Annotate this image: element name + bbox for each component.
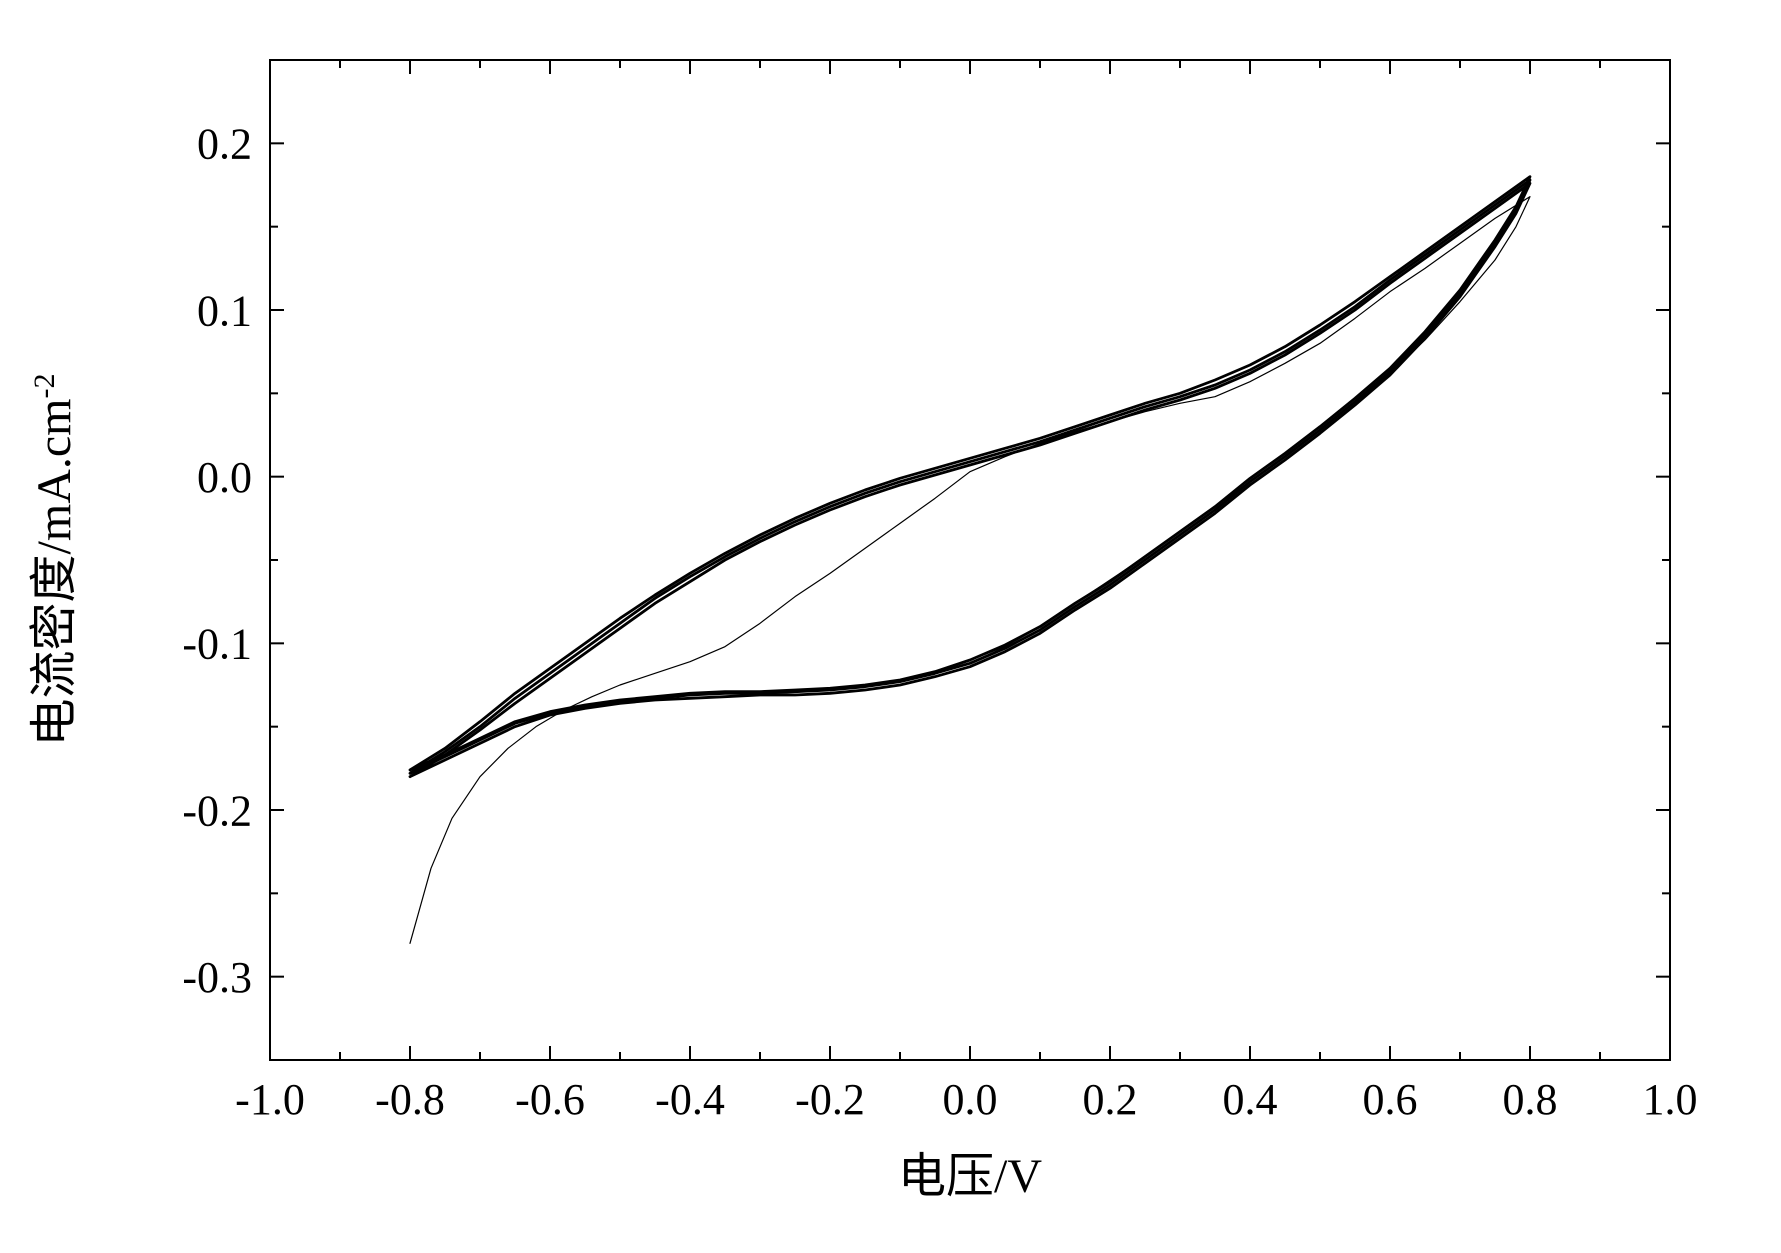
y-axis-title: 电流密度/mA.cm-2 — [28, 374, 82, 747]
y-tick-label: -0.1 — [182, 620, 252, 669]
x-tick-label: 0.8 — [1503, 1075, 1558, 1124]
y-tick-label: -0.2 — [182, 786, 252, 835]
x-tick-label: 0.2 — [1083, 1075, 1138, 1124]
x-tick-label: -0.8 — [375, 1075, 445, 1124]
x-tick-label: -0.2 — [795, 1075, 865, 1124]
x-tick-label: -0.4 — [655, 1075, 725, 1124]
y-tick-label: 0.1 — [197, 286, 252, 335]
y-tick-label: 0.2 — [197, 120, 252, 169]
x-tick-label: 1.0 — [1643, 1075, 1698, 1124]
x-tick-label: 0.6 — [1363, 1075, 1418, 1124]
y-tick-label: 0.0 — [197, 453, 252, 502]
cv-chart: -1.0 -0.8 -0.6 -0.4 -0.2 0.0 0.2 0.4 0.6 0.8 1.0 -0… — [0, 0, 1781, 1253]
x-tick-label: 0.0 — [943, 1075, 998, 1124]
x-tick-label: 0.4 — [1223, 1075, 1278, 1124]
x-axis-title: 电压/V — [898, 1150, 1042, 1203]
x-tick-label: -0.6 — [515, 1075, 585, 1124]
y-tick-label: -0.3 — [182, 953, 252, 1002]
x-tick-label: -1.0 — [235, 1075, 305, 1124]
cv-chart-svg: -1.0 -0.8 -0.6 -0.4 -0.2 0.0 0.2 0.4 0.6 0.8 1.0 -0… — [0, 0, 1781, 1253]
